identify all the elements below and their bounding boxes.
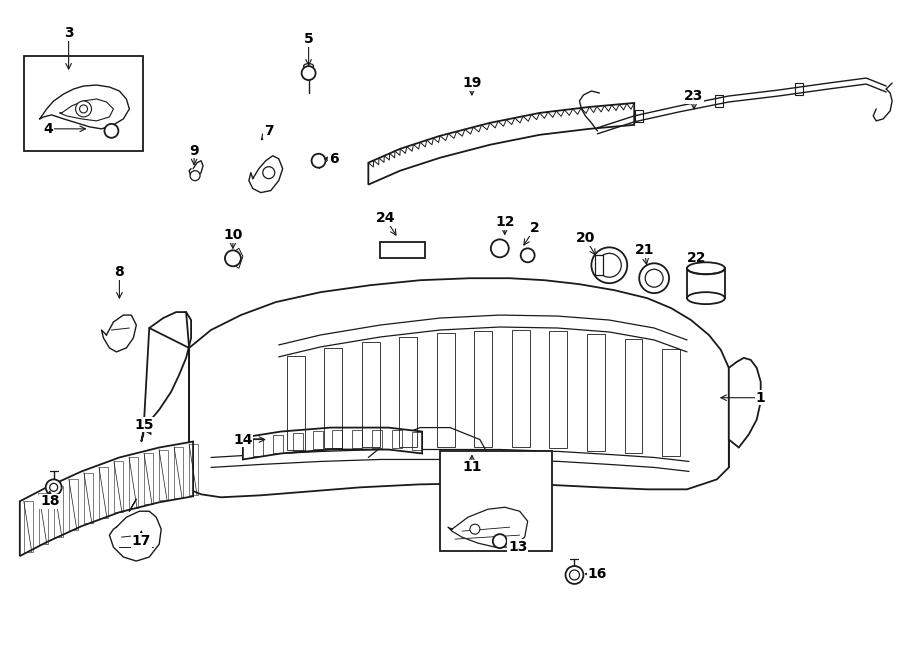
Circle shape bbox=[493, 534, 507, 548]
Polygon shape bbox=[20, 442, 194, 556]
Bar bbox=[625, 339, 643, 453]
Polygon shape bbox=[729, 358, 760, 447]
Text: 15: 15 bbox=[134, 418, 154, 432]
Circle shape bbox=[591, 247, 627, 283]
Circle shape bbox=[76, 101, 92, 117]
Bar bbox=[174, 447, 183, 498]
Text: 23: 23 bbox=[684, 89, 704, 103]
Bar bbox=[550, 331, 567, 448]
Circle shape bbox=[521, 249, 535, 262]
Circle shape bbox=[263, 167, 274, 178]
Text: 6: 6 bbox=[328, 152, 338, 166]
Text: 10: 10 bbox=[223, 229, 243, 243]
Circle shape bbox=[225, 251, 241, 266]
Circle shape bbox=[470, 524, 480, 534]
Bar bbox=[353, 430, 363, 447]
Polygon shape bbox=[189, 278, 729, 497]
Circle shape bbox=[565, 566, 583, 584]
Circle shape bbox=[311, 154, 326, 168]
Circle shape bbox=[79, 105, 87, 113]
Bar bbox=[69, 479, 77, 530]
Text: 4: 4 bbox=[44, 122, 54, 136]
Text: 7: 7 bbox=[264, 124, 274, 138]
Text: 18: 18 bbox=[40, 494, 59, 508]
Bar bbox=[144, 453, 153, 504]
Bar bbox=[440, 451, 552, 551]
Text: 24: 24 bbox=[375, 212, 395, 225]
Text: 22: 22 bbox=[688, 251, 706, 265]
Text: 2: 2 bbox=[530, 221, 539, 235]
Bar bbox=[23, 501, 32, 552]
Circle shape bbox=[302, 66, 316, 80]
Bar bbox=[400, 336, 418, 447]
Bar bbox=[287, 356, 304, 449]
Bar bbox=[114, 461, 123, 512]
Bar bbox=[392, 430, 402, 448]
Bar bbox=[362, 342, 380, 447]
Text: 11: 11 bbox=[463, 461, 482, 475]
Bar bbox=[715, 95, 723, 107]
Text: 9: 9 bbox=[189, 143, 199, 158]
Polygon shape bbox=[141, 312, 191, 442]
Bar bbox=[635, 110, 644, 122]
Text: 5: 5 bbox=[303, 32, 313, 46]
Bar bbox=[662, 349, 680, 456]
Ellipse shape bbox=[687, 262, 725, 274]
Bar bbox=[795, 83, 803, 95]
Circle shape bbox=[639, 263, 669, 293]
Bar bbox=[54, 486, 63, 537]
Circle shape bbox=[46, 479, 61, 495]
Bar bbox=[99, 467, 108, 518]
Bar bbox=[512, 330, 530, 447]
Text: 20: 20 bbox=[576, 231, 595, 245]
Bar bbox=[324, 348, 342, 448]
Text: 16: 16 bbox=[588, 567, 608, 581]
Ellipse shape bbox=[687, 292, 725, 304]
Bar bbox=[159, 449, 168, 500]
Text: 21: 21 bbox=[634, 243, 654, 257]
Bar bbox=[687, 268, 725, 298]
Bar bbox=[412, 432, 422, 450]
Bar bbox=[381, 243, 425, 258]
Bar bbox=[332, 430, 343, 447]
Text: 1: 1 bbox=[756, 391, 766, 405]
Circle shape bbox=[570, 570, 580, 580]
Text: 8: 8 bbox=[114, 265, 124, 279]
Text: 17: 17 bbox=[131, 534, 151, 548]
Bar bbox=[273, 435, 283, 453]
Text: 3: 3 bbox=[64, 26, 74, 40]
Bar bbox=[436, 332, 454, 447]
Bar bbox=[129, 457, 138, 508]
Text: 14: 14 bbox=[233, 432, 253, 447]
Circle shape bbox=[645, 269, 663, 287]
Bar bbox=[587, 334, 605, 451]
Bar bbox=[253, 438, 263, 456]
Circle shape bbox=[50, 483, 58, 491]
Bar bbox=[474, 330, 492, 447]
Bar bbox=[292, 432, 302, 451]
Bar bbox=[312, 431, 322, 449]
Circle shape bbox=[190, 171, 200, 180]
Bar bbox=[39, 493, 48, 544]
Bar bbox=[596, 255, 603, 275]
Text: 19: 19 bbox=[463, 76, 482, 90]
Text: 13: 13 bbox=[508, 540, 527, 554]
Text: 12: 12 bbox=[495, 215, 515, 229]
Bar bbox=[23, 56, 143, 151]
Bar bbox=[84, 473, 93, 524]
Circle shape bbox=[104, 124, 119, 137]
Circle shape bbox=[491, 239, 508, 257]
Polygon shape bbox=[243, 428, 422, 459]
Bar bbox=[373, 430, 382, 447]
Bar bbox=[189, 444, 198, 495]
Polygon shape bbox=[368, 103, 634, 184]
Circle shape bbox=[598, 253, 621, 277]
